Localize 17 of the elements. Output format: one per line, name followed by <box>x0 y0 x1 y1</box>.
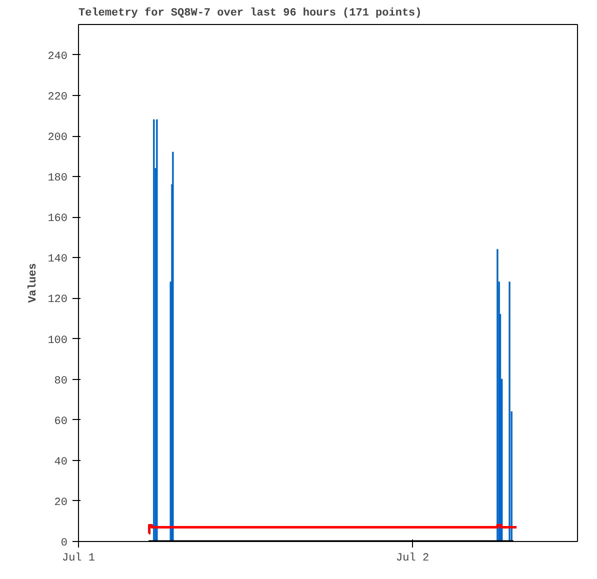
y-axis-title: Values <box>28 263 40 303</box>
y-tick-label: 180 <box>48 172 68 185</box>
y-tick-label: 80 <box>54 375 68 388</box>
y-tick-label: 60 <box>54 416 68 428</box>
y-tick-label: 100 <box>48 334 68 347</box>
y-tick-label: 220 <box>48 91 68 104</box>
y-tick-label: 20 <box>54 496 68 509</box>
y-tick-label: 240 <box>48 50 68 63</box>
y-tick-label: 200 <box>48 132 68 144</box>
x-tick-label: Jul 1 <box>62 552 96 564</box>
y-tick-label: 120 <box>48 294 68 306</box>
x-tick-label: Jul 2 <box>396 552 430 564</box>
y-tick-label: 160 <box>48 213 68 226</box>
y-tick-label: 40 <box>54 456 68 468</box>
chart-title: Telemetry for SQ8W-7 over last 96 hours (171 points) <box>78 6 422 20</box>
y-tick-label: 0 <box>60 538 68 550</box>
y-tick-label: 140 <box>48 254 68 266</box>
